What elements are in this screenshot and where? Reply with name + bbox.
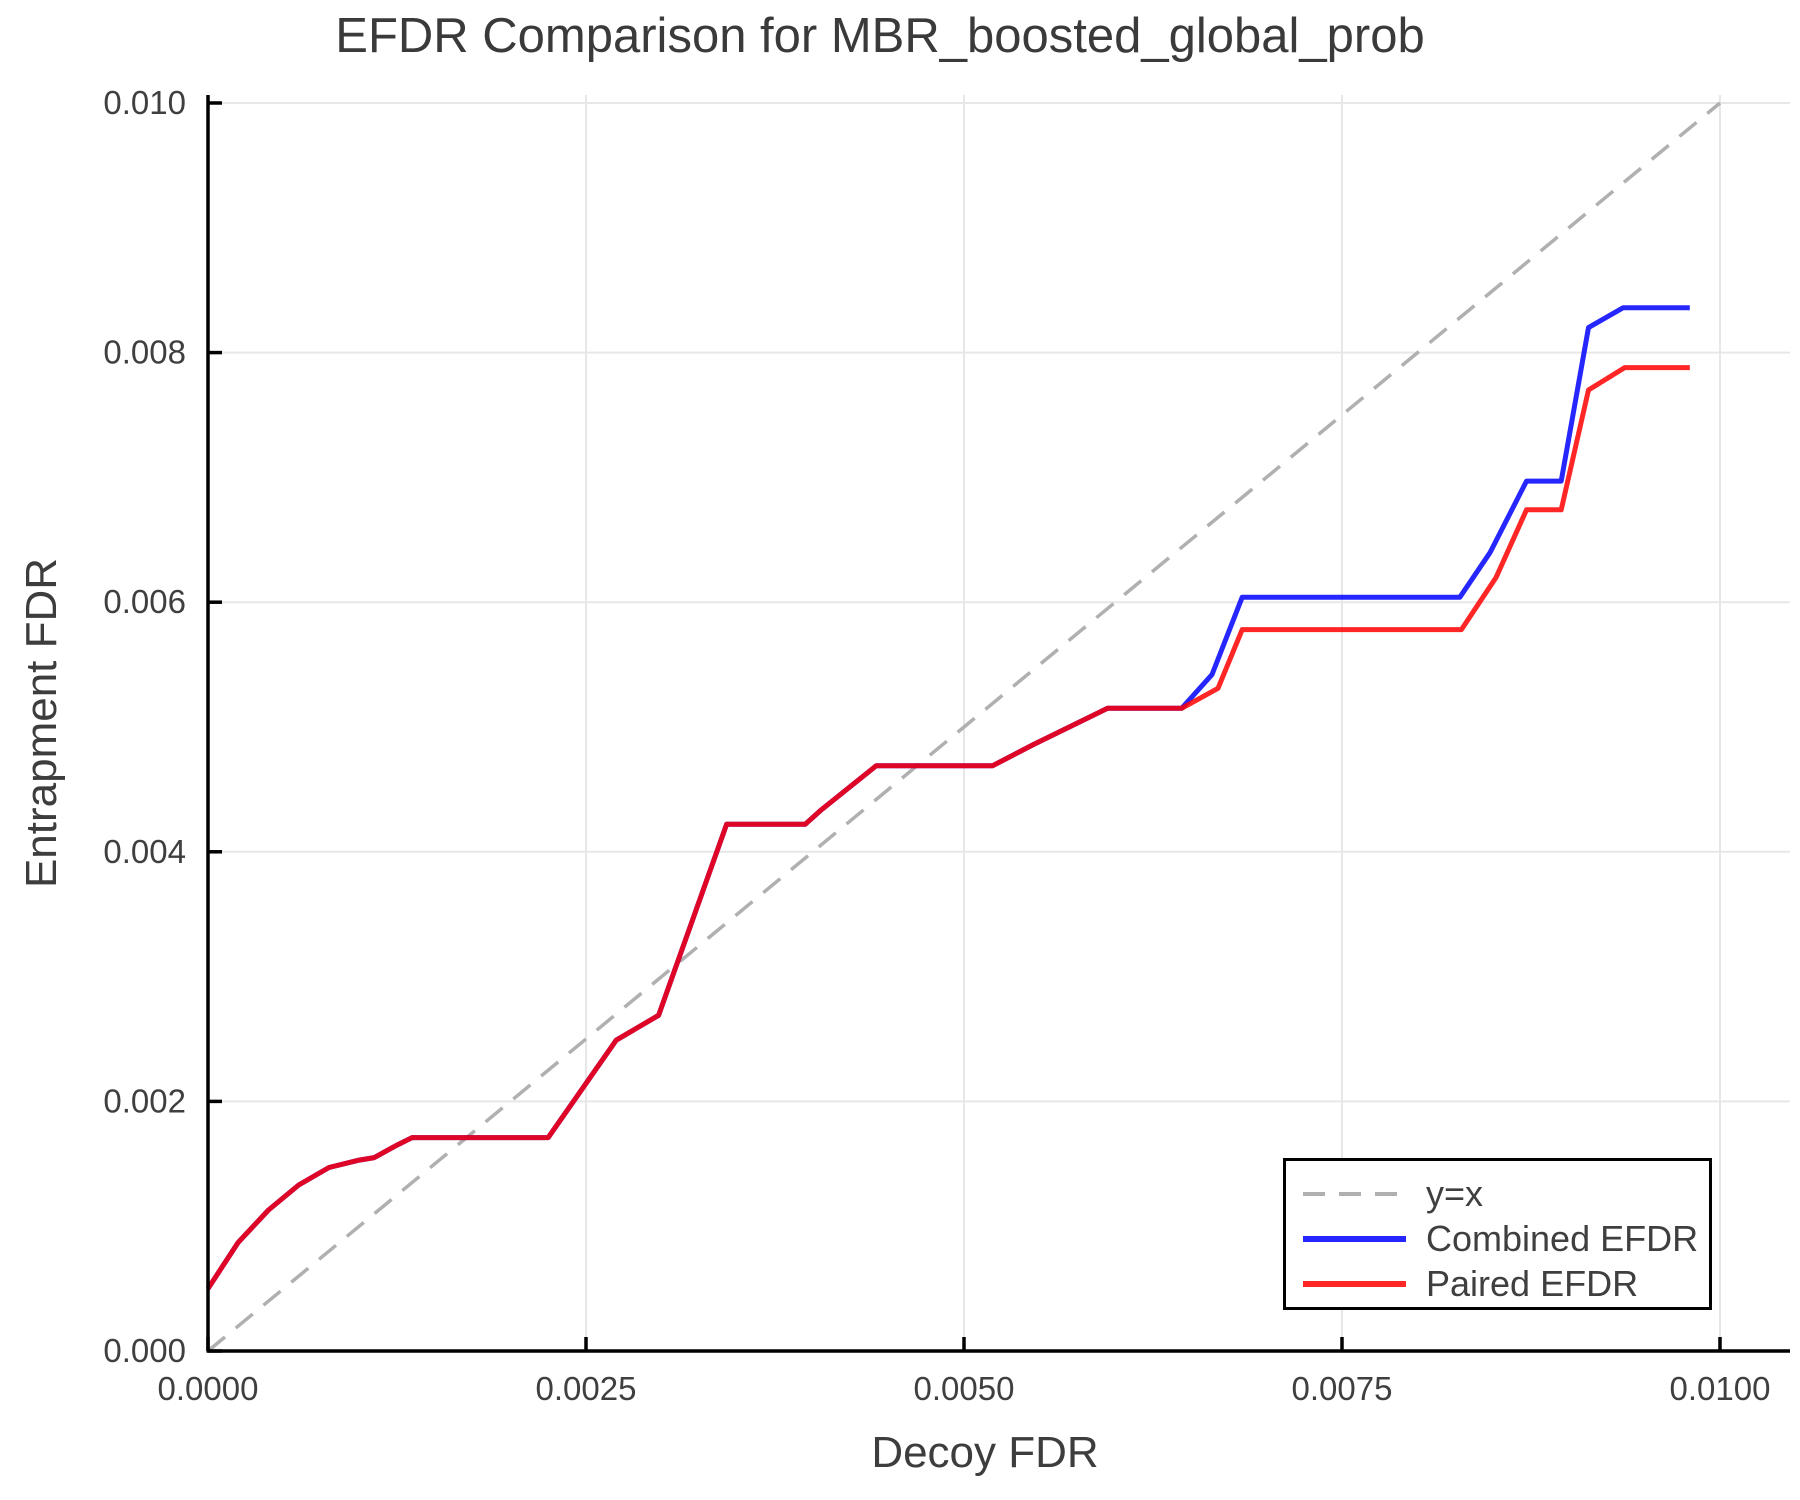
series-line-paired-efdr	[205, 365, 1690, 1290]
series-line-combined-efdr	[205, 305, 1690, 1290]
legend-label-paired-efdr: Paired EFDR	[1426, 1263, 1639, 1305]
y-tick-label: 0.010	[103, 84, 186, 121]
legend-item-paired-efdr: Paired EFDR	[1303, 1262, 1709, 1306]
x-tick-label: 0.0025	[536, 1370, 637, 1407]
legend-label-yx: y=x	[1426, 1172, 1484, 1214]
x-tick-label: 0.0100	[1670, 1370, 1771, 1407]
x-tick-label: 0.0000	[158, 1370, 259, 1407]
legend-box: y=x Combined EFDR Paired EFDR	[1283, 1158, 1712, 1310]
legend-item-yx: y=x	[1303, 1172, 1709, 1216]
legend-label-combined-efdr: Combined EFDR	[1426, 1217, 1699, 1259]
y-tick-label: 0.008	[103, 334, 186, 371]
chart-title: EFDR Comparison for MBR_boosted_global_p…	[335, 9, 1425, 63]
series-line-y-x	[206, 101, 1722, 1353]
y-axis-label: Entrapment FDR	[17, 557, 66, 889]
yx-line-sample	[1303, 1191, 1406, 1196]
legend-item-combined-efdr: Combined EFDR	[1303, 1217, 1709, 1261]
x-axis-label: Decoy FDR	[871, 1428, 1099, 1477]
y-tick-label: 0.002	[103, 1082, 186, 1119]
y-tick-label: 0.004	[103, 833, 186, 870]
y-tick-label: 0.000	[103, 1332, 186, 1369]
paired-efdr-line-sample	[1303, 1281, 1406, 1288]
x-tick-label: 0.0075	[1292, 1370, 1393, 1407]
combined-efdr-line-sample	[1303, 1235, 1406, 1242]
x-tick-label: 0.0050	[914, 1370, 1015, 1407]
y-tick-label: 0.006	[103, 583, 186, 620]
